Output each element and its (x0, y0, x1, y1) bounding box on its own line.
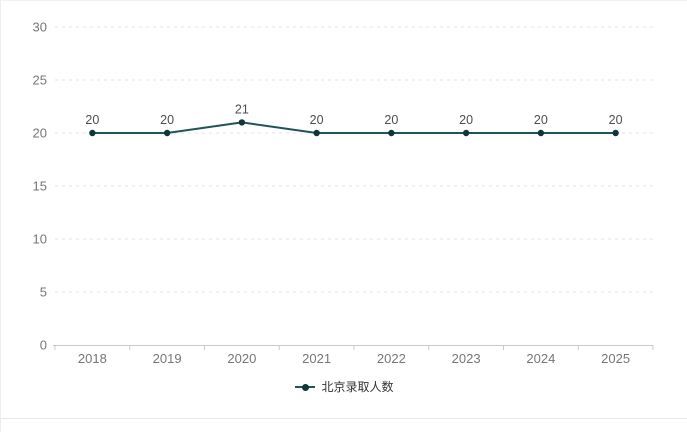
data-point[interactable] (462, 129, 470, 137)
x-axis-label: 2022 (377, 351, 406, 366)
x-axis-label: 2025 (601, 351, 630, 366)
x-axis-label: 2021 (302, 351, 331, 366)
data-point-label: 20 (459, 113, 473, 127)
bottom-divider (1, 418, 687, 419)
y-axis-label: 5 (40, 285, 47, 300)
data-point[interactable] (388, 129, 395, 137)
x-axis-label: 2018 (78, 351, 107, 366)
data-point-label: 20 (85, 113, 99, 127)
data-point[interactable] (238, 119, 246, 126)
legend-dot-icon (301, 383, 309, 391)
y-axis-label: 25 (33, 73, 47, 88)
data-point[interactable] (313, 129, 320, 137)
data-point[interactable] (612, 129, 619, 137)
legend-line-marker-icon (295, 383, 316, 392)
line-chart: 0 5 10 15 20 25 30 2018 2019 2020 2021 2022 2023 2024… (1, 1, 687, 371)
data-point-label: 20 (609, 113, 623, 127)
data-point-label: 21 (235, 102, 249, 116)
series-line (91, 121, 617, 134)
x-axis-label: 2024 (526, 351, 555, 366)
data-point[interactable] (89, 129, 96, 137)
data-point-label: 20 (310, 113, 324, 127)
x-axis-label: 2019 (153, 351, 182, 366)
y-axis-label: 20 (33, 126, 47, 141)
x-axis-label: 2020 (227, 351, 256, 366)
y-axis-label: 10 (33, 232, 47, 247)
data-point-label: 20 (384, 113, 398, 127)
data-point[interactable] (163, 129, 171, 137)
legend-item[interactable]: 北京录取人数 (1, 378, 687, 396)
legend-label: 北京录取人数 (321, 380, 394, 394)
data-point-label: 20 (160, 113, 174, 127)
data-point[interactable] (537, 129, 545, 137)
y-axis-label: 30 (33, 20, 47, 35)
y-axis-label: 0 (40, 338, 47, 353)
x-axis-label: 2023 (452, 351, 481, 366)
y-axis-label: 15 (33, 179, 47, 194)
data-point-label: 20 (534, 113, 548, 127)
